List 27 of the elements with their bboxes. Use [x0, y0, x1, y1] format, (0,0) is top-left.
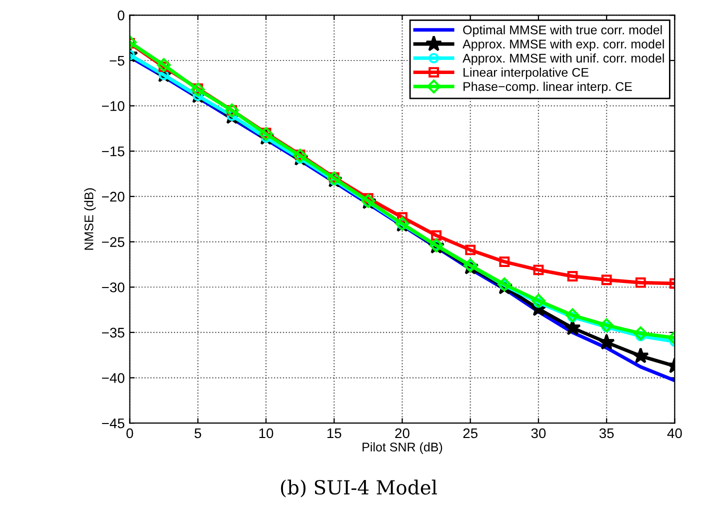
x-tick-label: 15	[327, 428, 342, 438]
y-tick-label: −15	[102, 146, 124, 156]
y-tick-label: −20	[102, 192, 124, 202]
text: (b) SUI-4 Model	[280, 480, 437, 498]
legend-label: Phase−comp. linear interp. CE	[464, 82, 632, 94]
x-tick-label: 40	[667, 428, 682, 438]
legend-label: Approx. MMSE with unif. corr. model	[462, 53, 664, 66]
x-tick-label: 0	[126, 428, 134, 438]
x-axis-title: Pilot SNR (dB)	[362, 442, 442, 454]
y-tick-label: −10	[102, 101, 124, 111]
y-axis-title: NMSE (dB)	[84, 188, 96, 250]
y-tick-label: −5	[110, 56, 124, 66]
y-tick-label: −35	[102, 328, 124, 338]
x-tick-label: 30	[531, 428, 546, 438]
y-tick-label: −30	[102, 282, 124, 292]
y-tick-label: −45	[102, 418, 124, 428]
y-tick-label: −25	[102, 237, 124, 247]
legend-label: Optimal MMSE with true corr. model	[463, 25, 662, 37]
y-tick-label: 0	[118, 10, 124, 20]
x-tick-label: 35	[599, 428, 614, 438]
x-tick-label: 5	[194, 428, 202, 438]
x-tick-label: 20	[395, 428, 410, 438]
legend-label: Approx. MMSE with exp. corr. model	[462, 39, 664, 51]
x-tick-label: 25	[463, 428, 478, 438]
y-tick-label: −40	[102, 373, 124, 383]
x-tick-label: 10	[259, 428, 274, 438]
legend-label: Linear interpolative CE	[464, 68, 588, 80]
